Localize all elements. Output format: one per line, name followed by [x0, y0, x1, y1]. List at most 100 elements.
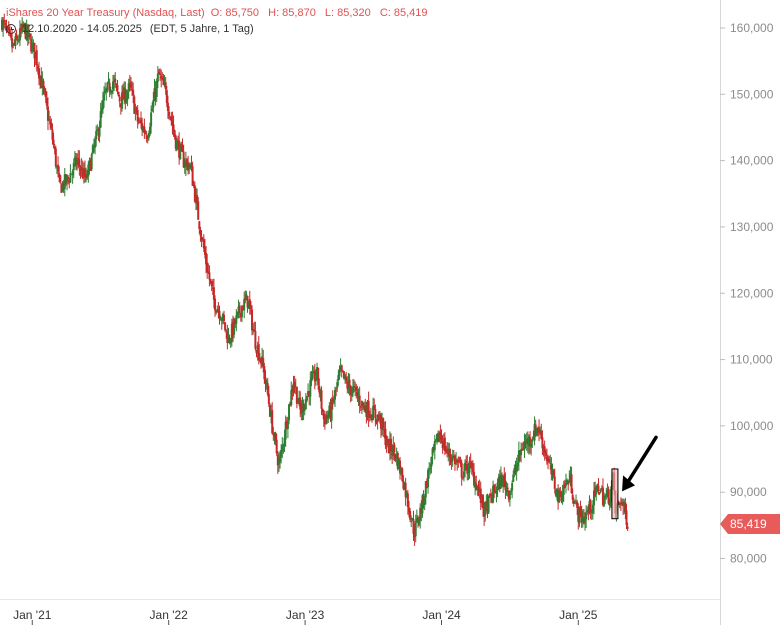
candle-body: [215, 310, 218, 312]
clock-icon[interactable]: [6, 24, 16, 34]
candle-body: [448, 449, 451, 457]
candle-body: [138, 120, 141, 122]
candle-body: [178, 140, 181, 158]
candle-body: [168, 111, 171, 116]
candle-body: [198, 221, 201, 230]
candle-body: [597, 485, 600, 492]
candle-body: [87, 164, 90, 177]
candle-body: [360, 400, 363, 407]
candle-body: [493, 485, 496, 492]
candle-body: [104, 90, 107, 93]
candle-body: [292, 383, 295, 393]
candle-body: [150, 112, 153, 127]
candle-body: [247, 301, 250, 309]
candle-body: [354, 386, 357, 389]
candle-body: [272, 433, 275, 435]
candle-body: [367, 400, 370, 418]
candle-body: [48, 119, 51, 121]
candle-body: [147, 133, 150, 138]
candle-body: [69, 173, 72, 183]
candle-body: [161, 77, 164, 79]
candle-body: [192, 184, 195, 187]
candle-body: [598, 492, 601, 494]
candle-body: [316, 367, 319, 376]
candle-body: [326, 414, 329, 418]
candle-body: [185, 159, 188, 162]
candle-body: [410, 520, 413, 522]
candle-body: [617, 501, 620, 504]
candle-body: [422, 496, 425, 505]
candle-body: [600, 487, 603, 489]
candle-body: [447, 448, 450, 454]
candle-body: [181, 145, 184, 153]
candle-body: [336, 382, 339, 389]
candle-body: [400, 468, 403, 473]
candle-body: [140, 120, 143, 124]
candle-body: [339, 366, 342, 371]
candle-body: [385, 443, 388, 445]
candle-body: [374, 408, 377, 419]
candle-body: [331, 397, 334, 402]
candle-body: [566, 479, 569, 484]
candle-body: [386, 439, 389, 444]
candle-body: [288, 404, 291, 421]
candle-body: [335, 388, 338, 390]
candle-body: [604, 495, 607, 499]
candle-body: [366, 401, 369, 418]
candle-body: [298, 397, 301, 402]
candle-body: [552, 470, 555, 477]
candle-body: [550, 464, 553, 475]
candle-body: [257, 344, 260, 361]
candle-body: [588, 500, 591, 513]
candle-body: [182, 151, 185, 168]
candle-body: [449, 457, 452, 459]
candle-body: [285, 420, 288, 428]
candle-body: [184, 160, 187, 167]
candle-body: [237, 306, 240, 311]
candle-body: [111, 81, 114, 90]
candle-body: [214, 298, 217, 311]
candle-body: [585, 512, 588, 520]
candle-body: [209, 278, 212, 282]
candle-body: [517, 450, 520, 463]
candle-body: [421, 495, 424, 514]
candle-body: [428, 470, 431, 472]
candle-body: [151, 108, 154, 111]
legend-range-row[interactable]: 12.10.2020 - 14.05.2025 (EDT, 5 Jahre, 1…: [6, 21, 428, 37]
candle-body: [579, 506, 582, 513]
candle-body: [40, 75, 43, 89]
candle-body: [461, 477, 464, 479]
candle-body: [264, 377, 267, 384]
candle-body: [530, 442, 533, 448]
candle-body: [609, 488, 612, 502]
candle-body: [427, 469, 430, 488]
candle-body: [110, 90, 113, 93]
candle-body: [553, 476, 556, 489]
candle-body: [97, 129, 100, 136]
candle-body: [85, 174, 88, 179]
candle-body: [169, 116, 172, 118]
candle-body: [595, 486, 598, 495]
candle-body: [187, 162, 190, 171]
candle-body: [430, 456, 433, 467]
candle-body: [132, 89, 135, 96]
candle-body: [134, 109, 137, 113]
candle-body: [351, 387, 354, 394]
candle-body: [295, 386, 298, 404]
candle-body: [226, 331, 229, 344]
candle-body: [592, 490, 595, 506]
candle-body: [268, 405, 271, 417]
candle-body: [420, 509, 423, 513]
candle-body: [333, 390, 336, 400]
candle-body: [275, 439, 278, 454]
candle-body: [109, 91, 112, 93]
candle-body: [341, 370, 344, 372]
candle-body: [411, 518, 414, 520]
candle-body: [623, 501, 626, 507]
candle-body: [133, 96, 136, 114]
y-tick-label: 110,000: [730, 353, 773, 367]
candle-body: [543, 446, 546, 454]
candle-body: [258, 358, 261, 362]
